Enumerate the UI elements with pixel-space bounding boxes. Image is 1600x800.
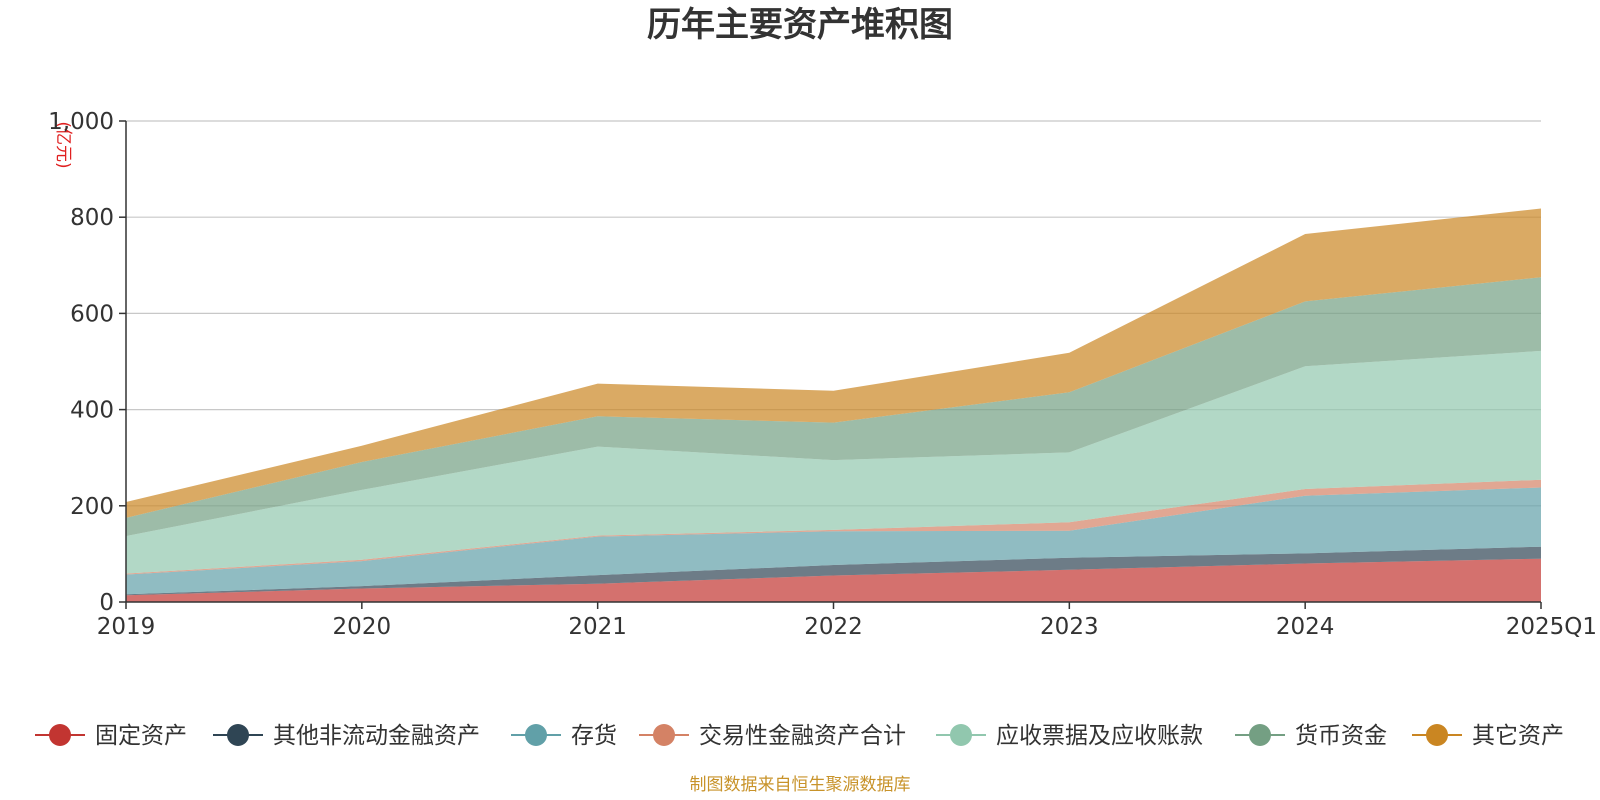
legend-marker <box>1426 724 1448 746</box>
area-series-4 <box>126 479 1541 575</box>
legend-label: 存货 <box>571 723 617 749</box>
legend-marker <box>653 724 675 746</box>
legend-marker <box>1249 724 1271 746</box>
legend-label: 应收票据及应收账款 <box>996 723 1203 749</box>
x-tick-label: 2020 <box>333 614 392 640</box>
legend-label: 其它资产 <box>1472 723 1564 749</box>
legend-marker <box>49 724 71 746</box>
area-series-1 <box>126 558 1541 602</box>
legend: 固定资产 其他非流动金融资产 存货 交易性金融资产合计 应收票据及应收账款 货币资金 其它资… <box>35 723 1564 749</box>
x-tick-label: 2025Q1 <box>1506 614 1597 640</box>
area-series-5 <box>126 350 1541 574</box>
y-tick-label: 200 <box>70 494 114 520</box>
legend-item-4[interactable]: 交易性金融资产合计 <box>639 723 906 749</box>
y-tick-label: 600 <box>70 301 114 327</box>
legend-label: 固定资产 <box>95 723 187 749</box>
x-tick-label: 2019 <box>97 614 156 640</box>
area-series <box>126 208 1541 602</box>
legend-item-7[interactable]: 其它资产 <box>1412 723 1564 749</box>
legend-item-3[interactable]: 存货 <box>511 723 617 749</box>
y-tick-label: 400 <box>70 398 114 424</box>
legend-item-5[interactable]: 应收票据及应收账款 <box>936 723 1203 749</box>
x-tick-label: 2024 <box>1276 614 1335 640</box>
legend-label: 货币资金 <box>1295 723 1387 749</box>
y-tick-label: 1,000 <box>48 109 114 135</box>
axes: 0 200 400 600 800 1,000 2019 2020 2021 2022 2023 20… <box>48 109 1597 640</box>
area-series-6 <box>126 277 1541 537</box>
legend-item-2[interactable]: 其他非流动金融资产 <box>213 723 480 749</box>
legend-marker <box>227 724 249 746</box>
y-axis-unit-label: (亿元) <box>53 121 73 168</box>
x-tick-label: 2023 <box>1040 614 1099 640</box>
area-series-2 <box>126 546 1541 596</box>
area-series-7 <box>126 208 1541 518</box>
y-tick-label: 0 <box>99 590 114 616</box>
x-tick-label: 2022 <box>804 614 863 640</box>
source-note: 制图数据来自恒生聚源数据库 <box>690 775 911 795</box>
legend-marker <box>525 724 547 746</box>
area-series-3 <box>126 487 1541 595</box>
legend-label: 交易性金融资产合计 <box>699 723 906 749</box>
y-tick-label: 800 <box>70 205 114 231</box>
legend-item-1[interactable]: 固定资产 <box>35 723 187 749</box>
legend-marker <box>950 724 972 746</box>
x-tick-label: 2021 <box>568 614 627 640</box>
legend-item-6[interactable]: 货币资金 <box>1235 723 1387 749</box>
chart-title: 历年主要资产堆积图 <box>647 5 953 45</box>
legend-label: 其他非流动金融资产 <box>273 723 480 749</box>
